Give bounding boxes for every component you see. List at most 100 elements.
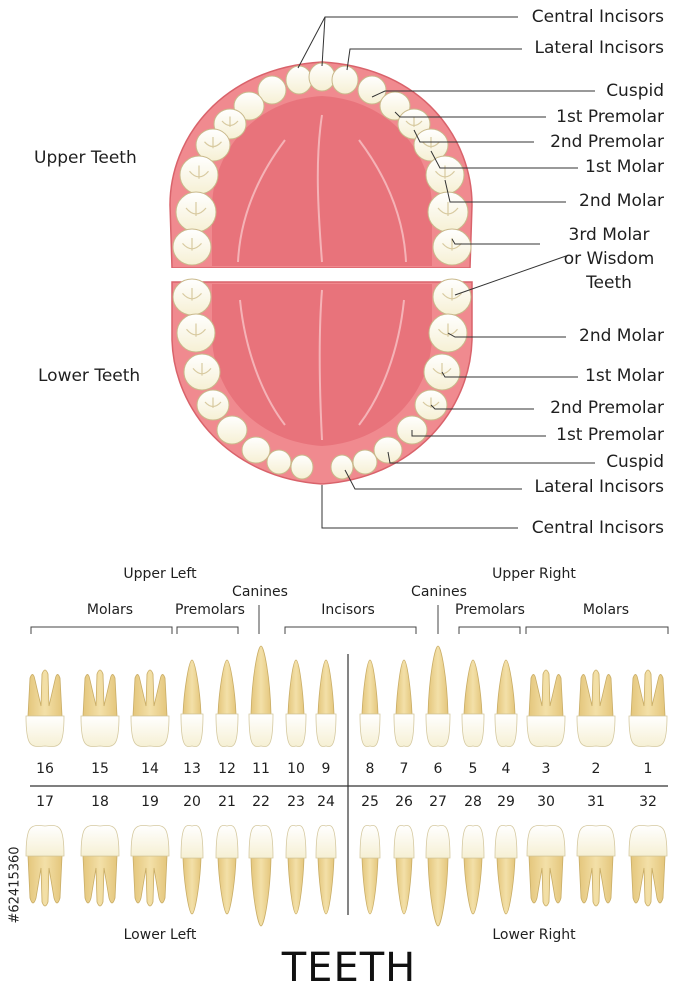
molar-cusp-detail [422,137,440,149]
upper-premolar-tooth [461,659,485,747]
tooth-number: 10 [287,761,305,777]
tooth-number: 31 [587,794,605,810]
bracket-premolars-right [458,626,521,634]
leader-line [451,238,540,245]
tooth-number: 27 [429,794,447,810]
upper-molar-tooth [80,669,120,747]
lower-molar-tooth [80,825,120,907]
lower-premolar-tooth [494,825,518,915]
upper-molar-tooth [576,669,616,747]
tooth-number: 19 [141,794,159,810]
tooth-number: 30 [537,794,555,810]
lower-incisor-tooth [393,825,415,915]
label-wisdom-line2: or Wisdom [563,249,655,269]
lower-canine-tooth [425,825,451,927]
upper-incisor-tooth [359,659,381,747]
tooth-number: 4 [501,761,511,777]
upper-incisor-tooth [315,659,337,747]
tooth-number: 5 [468,761,478,777]
leader-line [444,179,566,203]
leader-line [371,90,595,98]
lower-molar-tooth [25,825,65,907]
group-incisors: Incisors [321,602,375,618]
label-upper-2nd-molar: 2nd Molar [579,191,664,211]
lower-molar-tooth [628,825,668,907]
leader-line [454,255,567,296]
upper-molar-tooth [130,669,170,747]
label-lower-1st-premolar: 1st Premolar [556,425,664,445]
tooth-number: 11 [252,761,270,777]
lower-premolar-tooth [215,825,239,915]
tooth-number: 6 [433,761,443,777]
upper-incisor-tooth [285,659,307,747]
upper-arch-tooth [331,65,359,95]
upper-canine-tooth [425,645,451,747]
leader-line [344,469,522,490]
lower-arch-tooth [352,449,378,475]
tooth-number: 17 [36,794,54,810]
lower-arch-teeth [172,278,472,480]
lower-canine-tooth [248,825,274,927]
upper-canine-tooth [248,645,274,747]
upper-arch-tooth [357,75,387,105]
upper-arch [169,61,473,269]
upper-palate-ridge [316,114,323,263]
upper-arch-tooth [308,62,336,92]
tooth-number: 12 [218,761,236,777]
tooth-number: 14 [141,761,159,777]
leader-line [447,332,566,338]
bracket-molars-right [525,626,669,634]
tooth-number: 29 [497,794,515,810]
label-upper-2nd-premolar: 2nd Premolar [550,132,664,152]
upper-incisor-tooth [393,659,415,747]
tooth-number: 16 [36,761,54,777]
quadrant-lower-left: Lower Left [123,927,197,943]
lower-arch-tooth [330,454,354,480]
tooth-number: 23 [287,794,305,810]
molar-cusp-detail [442,238,462,251]
label-lower-2nd-molar: 2nd Molar [579,326,664,346]
stock-id: #62415360 [4,770,26,1000]
upper-molar-tooth [628,669,668,747]
lower-arch-tooth [241,436,271,464]
group-premolars-left: Premolars [175,602,245,618]
upper-premolar-tooth [494,659,518,747]
label-lower-cuspid: Cuspid [606,452,664,472]
tooth-number: 7 [399,761,409,777]
lower-incisor-tooth [315,825,337,915]
upper-molar-tooth [25,669,65,747]
molar-cusp-detail [182,288,202,301]
molar-cusp-detail [438,323,458,337]
bracket-premolars-left [176,626,239,634]
lower-molar-tooth [576,825,616,907]
label-lower-lateral-incisors: Lateral Incisors [534,477,664,497]
molar-cusp-detail [405,116,423,127]
upper-palate [212,96,432,266]
molar-cusp-detail [185,202,207,216]
molar-cusp-detail [221,116,239,127]
lower-tooth-row [25,825,668,927]
upper-arch-tooth [285,65,313,95]
lower-molar-tooth [130,825,170,907]
molar-cusp-detail [437,202,459,216]
tooth-number: 22 [252,794,270,810]
quadrant-lower-right: Lower Right [492,927,576,943]
upper-molar-tooth [526,669,566,747]
leader-line [321,485,518,529]
lower-palate [212,284,432,446]
leader-line [430,150,578,169]
lower-premolar-tooth [461,825,485,915]
diagram-title: TEETH [281,945,417,991]
tooth-number: 32 [639,794,657,810]
lower-teeth-heading: Lower Teeth [38,366,141,386]
lower-incisor-tooth [285,825,307,915]
tooth-number: 2 [591,761,601,777]
leader-line [441,371,578,378]
tooth-number: 24 [317,794,335,810]
tooth-number: 28 [464,794,482,810]
leader-line [321,16,326,67]
molar-cusp-detail [204,397,222,408]
label-upper-lateral-incisors: Lateral Incisors [534,38,664,58]
